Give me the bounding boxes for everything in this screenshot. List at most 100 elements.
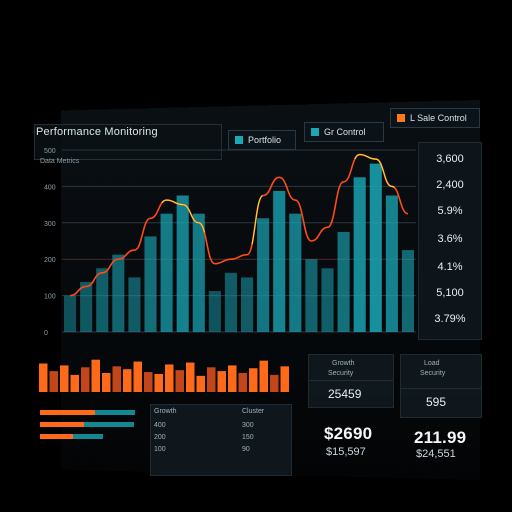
mini-bar <box>165 364 174 392</box>
side-value-4: 3.6% <box>437 233 463 245</box>
mini-bar <box>39 363 48 392</box>
lower-col1-title: Growth <box>154 408 177 415</box>
progress-bar <box>40 434 73 439</box>
chart-bar <box>337 231 350 332</box>
metric-card-1-sublabel: Security <box>328 370 354 377</box>
chart-bar <box>241 277 254 332</box>
metric-card-2-sublabel: Security <box>420 370 446 377</box>
y-tick-label: 300 <box>44 221 56 228</box>
side-value-6: 5,100 <box>436 287 464 299</box>
lower-col1-row1: 400 <box>154 422 166 429</box>
tab-gr-control[interactable]: Gr Control <box>304 122 384 142</box>
progress-bar-secondary <box>95 410 135 415</box>
lower-col2-row1: 300 <box>242 422 254 429</box>
metric-card-2-value-box <box>400 388 482 418</box>
metric-card-2-amount-sub: $24,551 <box>416 448 456 460</box>
tab-sale-control[interactable]: L Sale Control <box>390 108 480 128</box>
metric-card-2-value: 595 <box>426 395 447 409</box>
lower-col1-row3: 100 <box>154 446 166 453</box>
tab-gr-control-label: Gr Control <box>324 127 366 137</box>
side-value-1: 3,600 <box>436 153 464 165</box>
mini-bar <box>217 371 226 392</box>
chart-bar <box>176 195 189 332</box>
y-tick-label: 200 <box>44 257 56 264</box>
metric-card-1-label: Growth <box>332 360 355 367</box>
chart-bar <box>273 190 286 332</box>
chart-bar <box>224 272 237 332</box>
lower-table <box>150 404 292 476</box>
progress-bar-secondary <box>73 434 103 439</box>
mini-bar <box>81 367 90 392</box>
y-tick-label: 0 <box>44 330 48 337</box>
mini-bar <box>133 361 142 392</box>
square-icon <box>235 136 243 144</box>
square-icon <box>397 114 405 122</box>
chart-bar <box>96 268 109 332</box>
mini-bar <box>49 371 58 392</box>
mini-bar <box>102 373 111 392</box>
chart-bar <box>321 268 334 332</box>
tab-portfolio-label: Portfolio <box>248 135 282 145</box>
chart-bar <box>385 195 398 332</box>
tab-sale-control-label: L Sale Control <box>410 113 467 123</box>
metric-card-1-amount-sub: $15,597 <box>326 446 366 458</box>
chart-bar <box>289 213 302 332</box>
metric-card-2-label: Load <box>424 360 440 367</box>
y-tick-label: 100 <box>44 294 56 301</box>
mini-bar <box>70 374 79 392</box>
mini-bar <box>91 359 100 392</box>
side-value-5: 4.1% <box>437 261 463 273</box>
mini-bar <box>175 370 184 392</box>
chart-bar <box>192 213 205 332</box>
page-subtitle: Data Metrics <box>40 158 80 165</box>
chart-bar <box>80 281 93 332</box>
metrics-side-panel: 3,600 2,400 5.9% 3.6% 4.1% 5,100 3.79% <box>418 142 482 340</box>
lower-col1-row2: 200 <box>154 434 166 441</box>
chart-bar <box>401 250 414 332</box>
mini-bar <box>207 367 216 392</box>
mini-bar <box>144 372 153 392</box>
y-tick-label: 400 <box>44 184 56 191</box>
progress-bar <box>40 410 95 415</box>
chart-bar <box>257 218 270 332</box>
metric-card-1-amount: $2690 <box>324 424 373 443</box>
metric-card-1-value-box <box>308 380 394 408</box>
mini-bar <box>196 375 205 392</box>
mini-bar <box>60 365 69 392</box>
chart-bar <box>369 163 382 332</box>
lower-col2-row3: 90 <box>242 446 250 453</box>
chart-bar <box>305 259 318 332</box>
side-value-2: 2,400 <box>436 179 464 191</box>
mini-bar <box>112 366 121 392</box>
mini-bar <box>280 366 289 392</box>
title-bar <box>34 124 222 160</box>
metric-card-1-value: 25459 <box>328 387 362 401</box>
side-value-7: 3.79% <box>434 313 466 325</box>
metric-card-2-amount: 211.99 <box>414 428 467 447</box>
mini-bar <box>123 369 132 392</box>
mini-bar <box>249 368 258 392</box>
series-line <box>69 153 409 297</box>
chart-bar <box>160 213 173 332</box>
chart-bar <box>208 291 221 332</box>
mini-bar <box>228 365 237 392</box>
y-tick-label: 500 <box>44 148 56 155</box>
lower-col2-title: Cluster <box>242 408 265 415</box>
chart-bar <box>128 277 141 332</box>
chart-bar <box>144 236 157 332</box>
mini-bar <box>154 373 163 392</box>
mini-bar <box>238 373 247 392</box>
progress-bar <box>40 422 84 427</box>
square-icon <box>311 128 319 136</box>
page-title: Performance Monitoring <box>36 126 158 138</box>
mini-bar <box>270 374 279 392</box>
chart-bar <box>353 177 366 332</box>
chart-bar <box>64 295 77 332</box>
chart-bar <box>112 254 125 332</box>
mini-bar <box>259 360 268 392</box>
lower-col2-row2: 150 <box>242 434 254 441</box>
side-value-3: 5.9% <box>437 205 463 217</box>
progress-bar-secondary <box>84 422 134 427</box>
